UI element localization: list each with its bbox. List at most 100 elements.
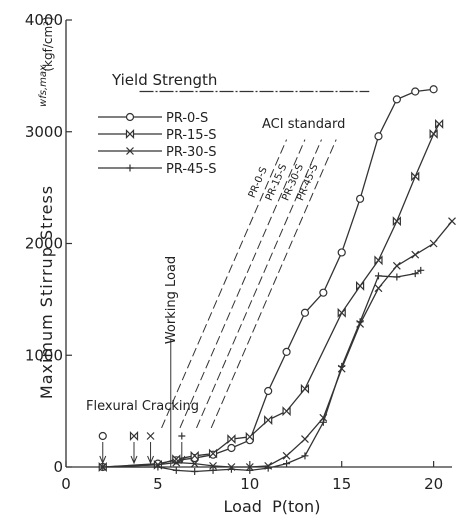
data-point (172, 458, 181, 467)
data-point (435, 118, 444, 129)
series-pr-0-s (98, 85, 438, 472)
data-point (355, 194, 365, 203)
data-point (319, 288, 328, 297)
data-point (429, 129, 438, 139)
x-tick-label: 0 (61, 475, 71, 493)
series-pr-45-s (99, 266, 425, 475)
working-load-label: Working Load (164, 256, 179, 344)
data-point (154, 463, 162, 471)
data-point (429, 85, 438, 94)
data-point (246, 466, 254, 474)
y-axis-symbol: wfs,max (38, 65, 49, 107)
series-group (98, 85, 456, 475)
series-line (102, 220, 453, 468)
data-point (448, 217, 456, 226)
flexural-cracking-marker (178, 432, 186, 440)
data-point (392, 261, 401, 270)
series-pr-15-s (98, 118, 444, 472)
legend-label: PR-0-S (166, 111, 208, 126)
data-point (301, 452, 309, 460)
data-point (374, 255, 383, 266)
chart-labels: Maximum Stirrup Stress wfs,max (kgf/cm²)… (37, 16, 345, 516)
data-point (208, 448, 218, 459)
data-point (264, 386, 273, 396)
data-point (283, 460, 291, 468)
data-point (191, 467, 199, 475)
chart-frame: 0 5 10 15 20 0 1000 2000 3000 4000 (25, 11, 452, 493)
flexural-cracking-marker (146, 432, 155, 440)
legend-item: PR-30-S (98, 145, 217, 160)
data-point (300, 308, 310, 317)
flexural-cracking-marker (129, 431, 139, 441)
data-point (99, 463, 107, 471)
series-pr-30-s (98, 217, 456, 471)
data-point (227, 434, 236, 445)
data-point (392, 95, 401, 104)
y-tick-label: 3000 (25, 123, 63, 141)
y-tick-label: 2000 (25, 235, 63, 253)
data-point (301, 435, 309, 443)
data-point (356, 318, 364, 326)
y-axis-unit: (kgf/cm²) (41, 16, 55, 71)
data-point (282, 406, 291, 417)
y-tick-label: 0 (53, 458, 63, 476)
data-point (282, 347, 291, 356)
x-tick-label: 5 (153, 475, 163, 493)
x-tick-label: 20 (424, 475, 443, 493)
aci-standard-line (179, 139, 306, 429)
data-point (190, 450, 199, 461)
data-point (374, 272, 382, 280)
data-point (411, 171, 420, 182)
reference-lines: PR-0-S PR-15-S PR-30-S PR-45-S (98, 90, 370, 467)
data-point (264, 415, 273, 426)
data-point (392, 216, 401, 227)
data-point (411, 87, 420, 96)
x-axis-label: Load P(ton) (224, 497, 321, 516)
data-point (411, 270, 419, 278)
data-point (393, 273, 401, 281)
y-tick-label: 4000 (25, 11, 63, 29)
aci-standard-line (161, 139, 288, 429)
legend-marker (126, 164, 134, 172)
data-point (429, 239, 438, 248)
data-point (374, 132, 383, 141)
data-point (355, 281, 365, 291)
data-point (417, 266, 425, 274)
aci-standard-line (196, 139, 322, 429)
data-point (337, 307, 346, 318)
data-point (245, 431, 254, 442)
data-point (282, 451, 291, 460)
flexural-cracking-marker (98, 431, 107, 441)
data-point (172, 466, 180, 474)
legend: PR-0-S PR-15-S PR-30-S PR-45-S (98, 111, 217, 177)
legend-label: PR-45-S (166, 162, 217, 177)
legend-marker (125, 112, 135, 122)
data-point (209, 461, 217, 470)
data-point (337, 248, 346, 257)
data-point (264, 464, 272, 472)
data-point (209, 466, 217, 474)
data-point (319, 418, 327, 426)
data-point (300, 383, 310, 394)
data-point (227, 443, 236, 453)
data-point (190, 459, 199, 468)
y-tick-label: 1000 (25, 346, 63, 364)
legend-marker (126, 147, 134, 155)
series-line (102, 269, 422, 473)
flexural-cracking-arrowhead (130, 455, 138, 465)
y-axis-label: Maximum Stirrup Stress (37, 185, 56, 399)
data-point (374, 284, 383, 293)
legend-label: PR-30-S (166, 145, 217, 160)
aci-standard-label: ACI standard (262, 117, 345, 132)
x-tick-label: 15 (332, 475, 351, 493)
flexural-cracking-label: Flexural Cracking (86, 399, 199, 414)
legend-item: PR-15-S (98, 128, 217, 143)
data-point (227, 465, 235, 473)
legend-marker (125, 129, 135, 139)
x-tick-label: 10 (240, 475, 259, 493)
legend-item: PR-0-S (98, 111, 208, 126)
data-point (411, 250, 420, 259)
yield-strength-label: Yield Strength (111, 71, 217, 89)
flexural-cracking-arrowhead (147, 455, 155, 465)
